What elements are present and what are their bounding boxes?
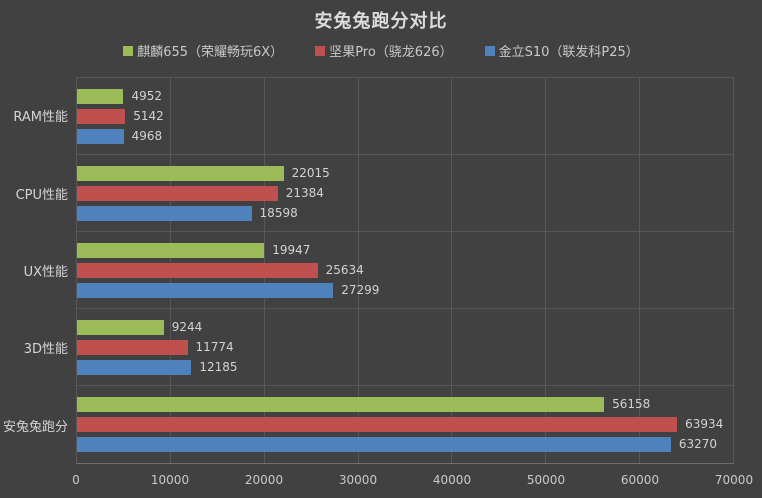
bar-group: 56158 63934 63270 <box>77 386 734 463</box>
bar-group: 9244 11774 12185 <box>77 309 734 386</box>
x-tick-label: 20000 <box>244 473 284 487</box>
bar-row: 22015 <box>77 166 734 181</box>
category-label: CPU性能 <box>15 187 68 203</box>
gridline-horizontal <box>77 154 734 155</box>
gridline-vertical <box>451 78 453 463</box>
gridline-horizontal <box>77 231 734 232</box>
gridline-vertical <box>639 78 641 463</box>
bar-value-label: 4968 <box>131 129 163 143</box>
bar <box>77 206 252 221</box>
legend-label: 金立S10（联发科P25） <box>498 45 639 60</box>
x-tick-label: 30000 <box>338 473 378 487</box>
legend-swatch-icon <box>484 45 495 56</box>
bar <box>77 89 124 104</box>
x-tick-label: 60000 <box>620 473 660 487</box>
bar <box>77 166 284 181</box>
bar-row: 11774 <box>77 340 734 355</box>
gridline-vertical <box>545 78 547 463</box>
bar-value-label: 11774 <box>195 340 234 354</box>
bar-row: 12185 <box>77 360 734 375</box>
bar-row: 19947 <box>77 243 734 258</box>
gridline-vertical <box>733 78 734 463</box>
bar-value-label: 25634 <box>325 263 364 277</box>
x-tick-label: 40000 <box>432 473 472 487</box>
bar <box>77 360 192 375</box>
legend-label: 坚果Pro（骁龙626） <box>329 45 453 60</box>
bar <box>77 397 605 412</box>
bar-value-label: 27299 <box>341 283 380 297</box>
category-label: UX性能 <box>23 264 68 280</box>
gridline-vertical <box>357 78 359 463</box>
bar-value-label: 5142 <box>133 109 164 123</box>
bar <box>77 417 678 432</box>
bar-row: 21384 <box>77 186 734 201</box>
x-tick-label: 10000 <box>150 473 190 487</box>
legend-label: 麒麟655（荣耀畅玩6X） <box>137 45 284 60</box>
category-label: RAM性能 <box>13 110 68 126</box>
category-axis: RAM性能 CPU性能 UX性能 3D性能安兔兔跑分 <box>0 77 68 464</box>
bar <box>77 340 188 355</box>
bar-row: 4952 <box>77 89 734 104</box>
bar-row: 25634 <box>77 263 734 278</box>
bar-value-label: 63934 <box>685 417 724 431</box>
bar-group: 22015 21384 18598 <box>77 155 734 232</box>
bar-group: 4952 5142 4968 <box>77 78 734 155</box>
bar <box>77 283 334 298</box>
bar <box>77 109 126 124</box>
chart-title: 安兔兔跑分对比 <box>314 11 448 32</box>
bar-group: 19947 25634 27299 <box>77 232 734 309</box>
x-tick-label: 70000 <box>714 473 754 487</box>
plot-wrap: RAM性能 CPU性能 UX性能 3D性能安兔兔跑分 4952 5142 4968 2201… <box>3 77 753 487</box>
bar-row: 18598 <box>77 206 734 221</box>
bar-row: 56158 <box>77 397 734 412</box>
bar-row: 27299 <box>77 283 734 298</box>
bar-row: 9244 <box>77 320 734 335</box>
bar <box>77 437 671 452</box>
gridline-horizontal <box>77 385 734 386</box>
bar-row: 63934 <box>77 417 734 432</box>
bar-value-label: 21384 <box>285 186 324 200</box>
bar-value-label: 9244 <box>171 320 203 334</box>
bar-value-label: 18598 <box>259 206 298 220</box>
bar-value-label: 19947 <box>272 243 311 257</box>
bar-row: 63270 <box>77 437 734 452</box>
bar-value-label: 63270 <box>678 437 718 451</box>
bar <box>77 243 265 258</box>
gridline-horizontal <box>77 308 734 309</box>
bar <box>77 263 318 278</box>
bar <box>77 129 124 144</box>
bar <box>77 186 278 201</box>
legend-item: 坚果Pro（骁龙626） <box>315 41 453 60</box>
bar-value-label: 12185 <box>199 360 238 374</box>
bar-row: 5142 <box>77 109 734 124</box>
bar-value-label: 22015 <box>291 166 330 180</box>
x-tick-label: 50000 <box>526 473 566 487</box>
bar <box>77 320 164 335</box>
legend-item: 麒麟655（荣耀畅玩6X） <box>123 41 283 60</box>
x-tick-label: 0 <box>72 473 80 487</box>
category-label: 3D性能 <box>23 342 68 358</box>
legend-swatch-icon <box>123 45 134 56</box>
plot-area: 4952 5142 4968 22015 21384 18598 19947 25634 272… <box>76 77 734 464</box>
category-label: 安兔兔跑分 <box>2 419 68 435</box>
legend-swatch-icon <box>315 45 326 56</box>
bar-row: 4968 <box>77 129 734 144</box>
bar-value-label: 56158 <box>612 397 651 411</box>
bar-value-label: 4952 <box>131 89 163 103</box>
legend-item: 金立S10（联发科P25） <box>484 41 639 60</box>
chart-legend: 麒麟655（荣耀畅玩6X） 坚果Pro（骁龙626） 金立S10（联发科P25） <box>0 41 762 60</box>
